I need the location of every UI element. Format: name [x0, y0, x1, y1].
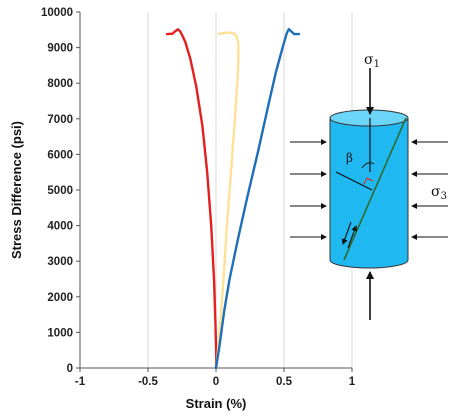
fault-normal-line: [335, 171, 373, 191]
y-tick-label-3: 3000: [47, 256, 73, 268]
series-line-0: [165, 28, 218, 370]
triaxial-specimen-diagram: β σ1 σ3: [290, 52, 448, 320]
shear-arrow-down: [341, 221, 352, 245]
x-tick-label-2: 0: [213, 376, 219, 388]
y-tick-label-4: 4000: [47, 221, 73, 233]
series-line-2: [214, 27, 301, 370]
y-tick-label-7: 7000: [47, 114, 73, 126]
y-tick-label-2: 2000: [47, 292, 73, 304]
x-axis-title: Strain (%): [186, 396, 247, 411]
cylinder-body: [329, 117, 409, 269]
y-tick-label-8: 8000: [47, 78, 73, 90]
y-axis-title: Stress Difference (psi): [9, 121, 24, 259]
right-angle-marker: [363, 177, 374, 185]
y-tick-label-1: 1000: [47, 327, 73, 339]
sigma3-symbol: σ: [431, 184, 441, 200]
y-tick-label-0: 0: [67, 363, 73, 375]
shear-arrow-up: [347, 225, 358, 249]
y-tick-labels: 0 1000 2000 3000 4000 5000 6000 7000 8000 9000 100…: [41, 7, 73, 375]
data-series: [165, 27, 301, 370]
series-line-1: [214, 31, 240, 370]
angle-arc: [361, 162, 375, 169]
beta-label: β: [346, 151, 353, 165]
sigma1-symbol: σ: [364, 52, 374, 68]
y-tick-label-6: 6000: [47, 149, 73, 161]
sigma1-subscript: 1: [374, 59, 380, 70]
fault-plane-line: [343, 117, 407, 261]
sigma3-label: σ3: [431, 184, 447, 202]
y-tick-label-10: 10000: [41, 7, 73, 19]
x-tick-label-0: -1: [75, 376, 86, 388]
x-tick-label-1: -0.5: [138, 376, 158, 388]
sigma1-label: σ1: [364, 52, 380, 70]
y-tick-label-9: 9000: [47, 43, 73, 55]
x-tick-label-4: 1: [349, 376, 356, 388]
y-tick-label-5: 5000: [47, 185, 73, 197]
sigma3-subscript: 3: [441, 191, 447, 202]
cylinder-top-face: [329, 109, 409, 127]
x-tick-label-3: 0.5: [276, 376, 293, 388]
chart-axes: [76, 11, 353, 372]
x-tick-labels: -1 -0.5 0 0.5 1: [75, 376, 356, 388]
